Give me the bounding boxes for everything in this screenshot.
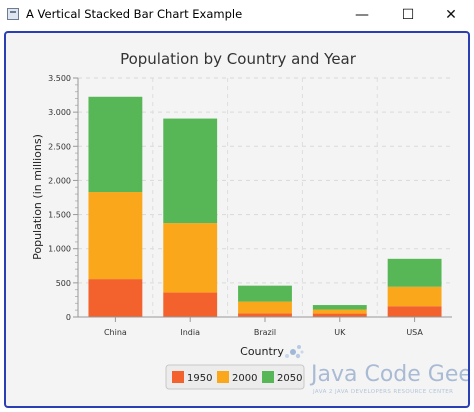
y-tick-label: 3.000 [48,108,71,117]
bar-brazil-1950 [238,313,292,317]
legend-label-2050: 2050 [277,373,302,384]
bar-uk-2050 [312,305,367,310]
jcg-logo-icon [285,345,304,359]
y-tick-label: 500 [56,279,71,288]
legend-swatch-2000 [217,371,229,383]
app-icon [7,8,19,20]
x-axis-label: Country [240,345,284,358]
y-tick-label: 1.500 [48,211,71,220]
y-tick-label: 1.000 [48,245,71,254]
x-tick-label: China [104,328,127,337]
legend-label-1950: 1950 [187,373,212,384]
stacked-bar-chart: 0 500 1.000 1.500 2.000 2.500 3.000 3.500 China I… [31,50,474,395]
legend: 1950 2000 2050 [165,364,305,390]
minimize-button[interactable]: — [355,7,369,23]
bar-india-2000 [163,223,218,293]
axes: 0 500 1.000 1.500 2.000 2.500 3.000 3.500 China I… [48,74,452,337]
bar-brazil-2050 [238,285,292,302]
x-tick-label: USA [406,328,423,337]
y-axis-label: Population (in millions) [31,134,44,260]
x-tick-label: India [180,328,200,337]
bar-brazil-2000 [238,301,292,314]
watermark: Java Code Geeks JAVA 2 JAVA DEVELOPERS R… [285,345,474,395]
y-tick-label: 2.000 [48,176,71,185]
title-bar[interactable]: A Vertical Stacked Bar Chart Example — ☐… [0,0,474,30]
maximize-button[interactable]: ☐ [401,7,415,23]
bars [88,96,442,317]
bar-india-2050 [163,118,218,224]
bar-china-2000 [88,192,143,280]
watermark-tagline: JAVA 2 JAVA DEVELOPERS RESOURCE CENTER [312,389,453,395]
bar-india-1950 [163,292,218,317]
legend-label-2000: 2000 [232,373,257,384]
y-tick-label: 2.500 [48,142,71,151]
bar-uk-1950 [312,313,367,317]
x-tick-label: Brazil [254,328,276,337]
bar-china-2050 [88,96,143,193]
chart-panel: 0 500 1.000 1.500 2.000 2.500 3.000 3.500 China I… [4,31,474,408]
bar-usa-2050 [387,258,442,287]
close-button[interactable]: ✕ [445,7,457,23]
legend-swatch-2050 [262,371,274,383]
bar-uk-2000 [312,309,367,314]
bar-usa-1950 [387,306,442,317]
window-title: A Vertical Stacked Bar Chart Example [26,7,243,21]
legend-swatch-1950 [172,371,184,383]
bar-china-1950 [88,279,143,317]
chart-title: Population by Country and Year [120,50,357,68]
watermark-brand: Java Code Geeks [309,362,468,387]
bar-usa-2000 [387,286,442,307]
y-tick-label: 0 [66,313,71,322]
x-tick-label: UK [334,328,346,337]
y-tick-label: 3.500 [48,74,71,83]
